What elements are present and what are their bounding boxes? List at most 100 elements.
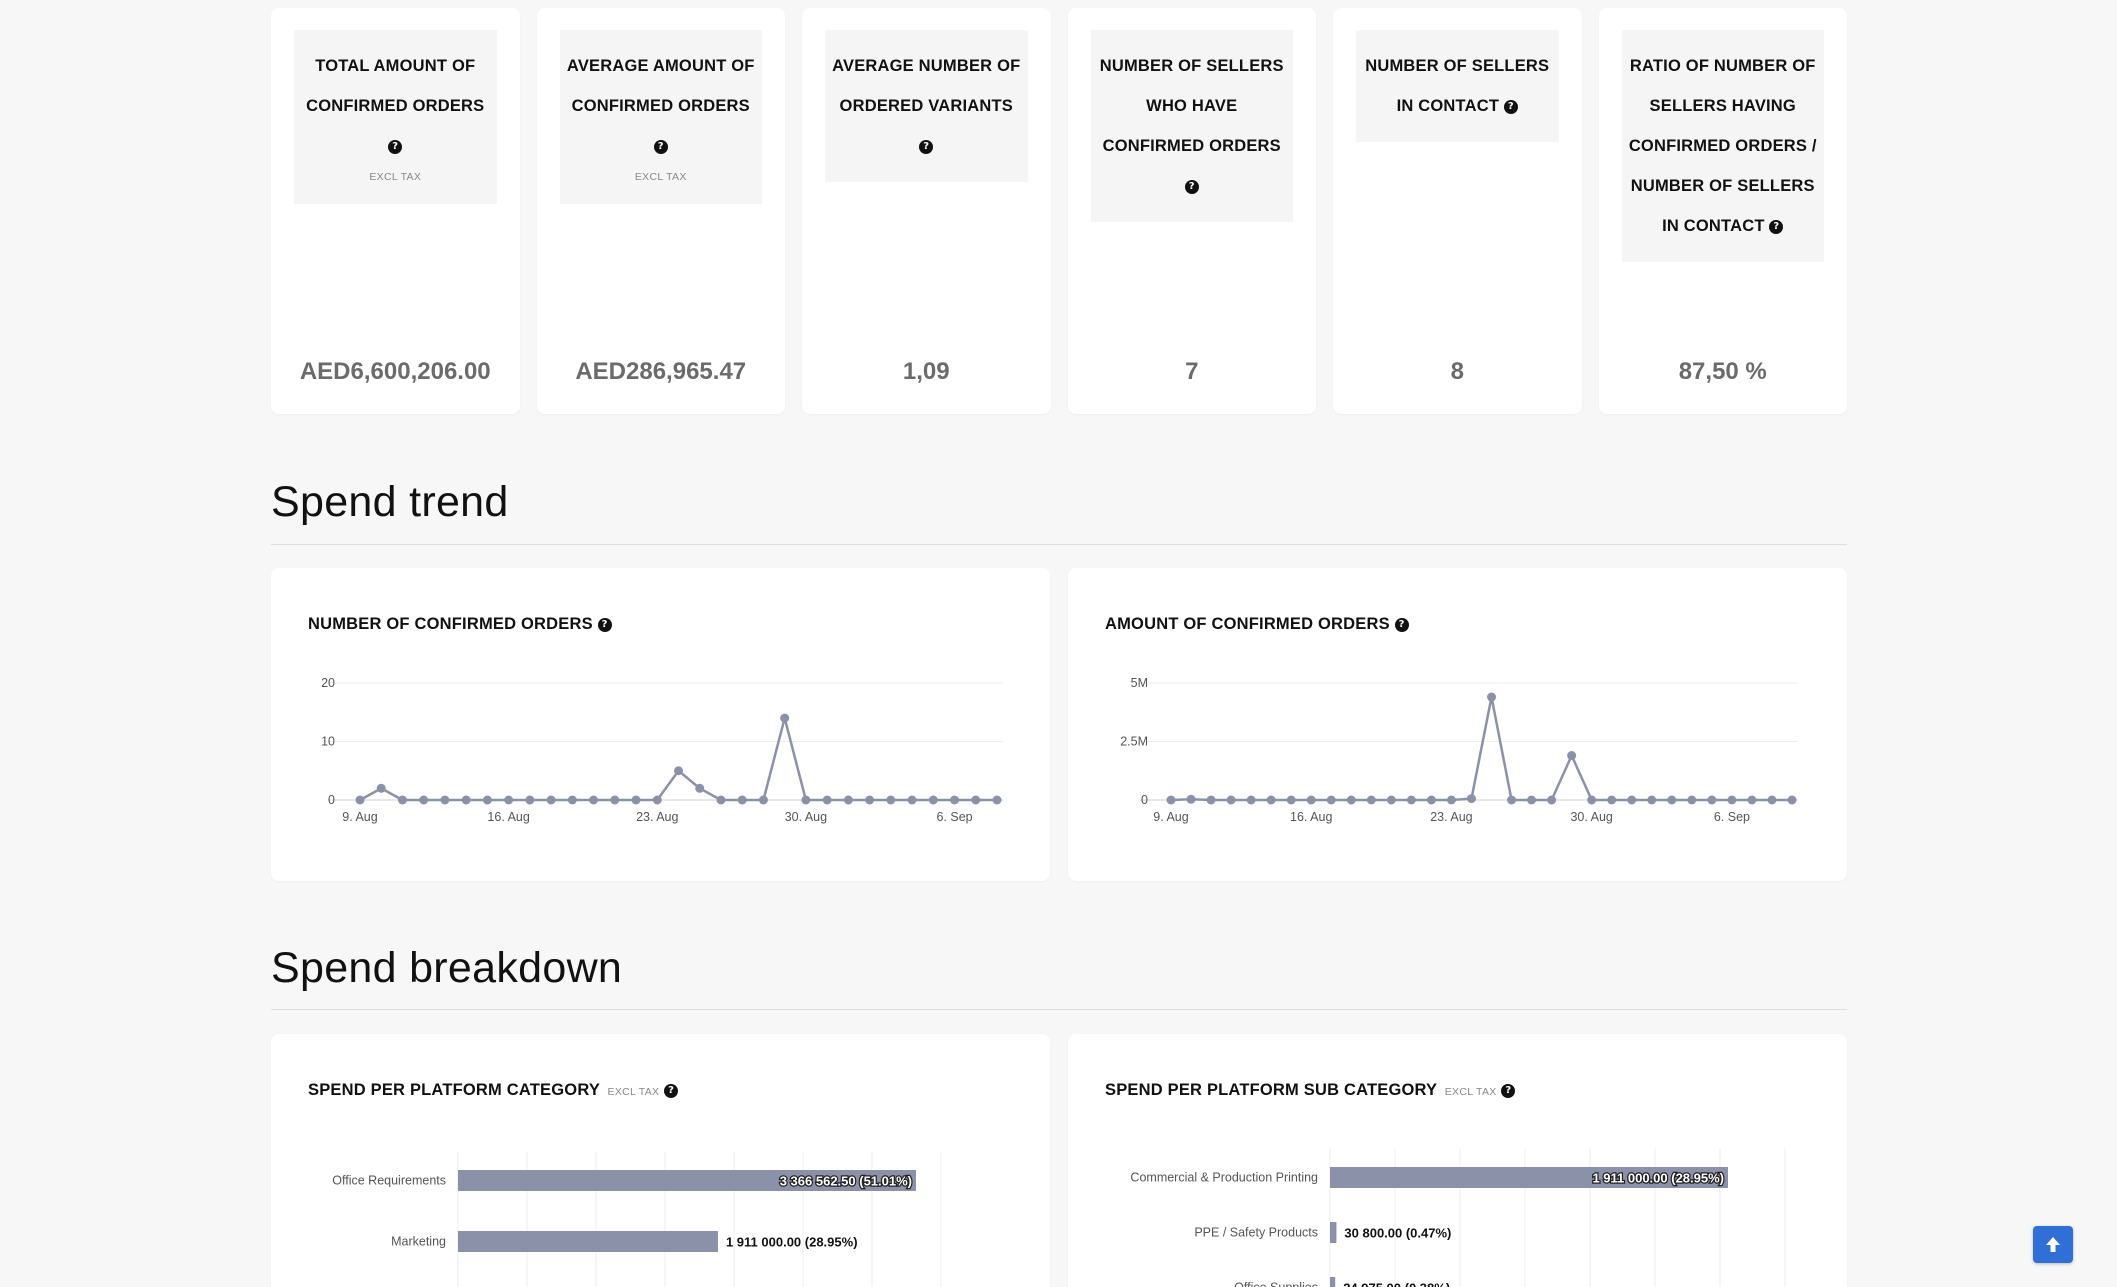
kpi-note: EXCL TAX [369,171,422,183]
data-point [1206,795,1216,805]
chart-panel-orders-count: NUMBER OF CONFIRMED ORDERS ? 0 10 20 9. Aug… [271,568,1050,881]
kpi-label-line: CONFIRMED ORDERS [571,97,750,115]
kpi-value: 1,09 [902,358,950,385]
data-point [907,795,917,805]
question-circle-icon[interactable]: ? [1184,179,1199,194]
data-point [1527,795,1537,805]
kpi-value: 87,50 % [1678,358,1767,385]
section-title-spend-trend: Spend trend [271,478,509,526]
kpi-label-line: NUMBER OF SELLERS [1099,57,1284,75]
y-tick-label: 0 [328,793,335,807]
kpi-row: TOTAL AMOUNT OF CONFIRMED ORDERS ? EXCL … [271,8,1847,414]
line-chart-orders-amount: 0 2.5M 5M 9. Aug 16. Aug 23. Aug 30. Aug 6. Sep [1120,676,1798,824]
line-chart-orders-count: 0 10 20 9. Aug 16. Aug 23. Aug 30. Aug 6. Sep [321,676,1003,824]
data-point [1487,692,1497,702]
question-circle-icon[interactable]: ? [1394,617,1409,632]
y-tick-label: 5M [1131,676,1148,690]
data-label: 24 975.00 (0.38%) [1343,1281,1450,1287]
data-point [1306,795,1316,805]
x-tick-label: 16. Aug [1290,810,1332,824]
kpi-label-line: IN CONTACT [1662,217,1765,235]
question-circle-icon[interactable]: ? [919,139,934,154]
data-point [1627,795,1637,805]
y-tick-label: 20 [321,676,335,690]
question-circle-icon[interactable]: ? [664,1083,679,1098]
kpi-label-line: NUMBER OF SELLERS [1365,57,1550,75]
data-point [1587,795,1597,805]
data-point [1386,795,1396,805]
data-point [1266,795,1276,805]
data-point [1406,795,1416,805]
data-point [1547,795,1557,805]
x-tick-label: 30. Aug [1570,810,1612,824]
bar-chart-platform-sub-category: Commercial & Production Printing 1 911 00… [1130,1148,1786,1287]
chart-panel-orders-amount: AMOUNT OF CONFIRMED ORDERS ? 0 2.5M 5M 9. A… [1068,568,1847,881]
kpi-card-sellers-contact: NUMBER OF SELLERS IN CONTACT ? 8 [1333,8,1582,414]
kpi-card-average-variants: AVERAGE NUMBER OF ORDERED VARIANTS ? 1,0… [802,8,1051,414]
question-circle-icon[interactable]: ? [1501,1083,1516,1098]
data-point [610,795,620,805]
data-point [482,795,492,805]
x-tick-label: 6. Sep [936,810,972,824]
data-point [822,795,832,805]
data-point [865,795,875,805]
data-point [674,766,683,776]
data-point [1787,795,1797,805]
kpi-label-line: ORDERED VARIANTS [839,97,1013,115]
kpi-label-line: TOTAL AMOUNT OF [315,57,476,75]
data-point [1687,795,1697,805]
chart-title: SPEND PER PLATFORM CATEGORY EXCL TAX ? [308,1081,679,1100]
chart-panel-platform-category: SPEND PER PLATFORM CATEGORY EXCL TAX ? O… [271,1034,1050,1287]
question-circle-icon[interactable]: ? [388,139,403,154]
data-point [461,795,471,805]
data-label: 1 911 000.00 (28.95%) [726,1235,858,1250]
section-title-spend-breakdown: Spend breakdown [271,944,623,992]
data-point [1727,795,1737,805]
bar [1330,1277,1336,1287]
section-divider [271,544,1847,545]
question-circle-icon[interactable]: ? [597,617,612,632]
chart-title-text: NUMBER OF CONFIRMED ORDERS [308,615,593,633]
data-point [971,795,981,805]
data-point [1366,795,1376,805]
data-point [1747,795,1757,805]
kpi-note: EXCL TAX [634,171,687,183]
kpi-card-total-amount: TOTAL AMOUNT OF CONFIRMED ORDERS ? EXCL … [271,8,520,414]
data-point [652,795,662,805]
data-point [1767,795,1777,805]
chart-title: NUMBER OF CONFIRMED ORDERS ? [308,615,612,634]
data-point [589,795,599,805]
chart-title-text: SPEND PER PLATFORM CATEGORY [308,1081,600,1099]
category-label: Marketing [391,1235,446,1249]
data-point [546,795,556,805]
data-point [504,795,514,805]
question-circle-icon[interactable]: ? [1769,219,1784,234]
data-point [716,795,726,805]
kpi-label-line: IN CONTACT [1396,97,1500,115]
chart-title-text: SPEND PER PLATFORM SUB CATEGORY [1105,1081,1437,1099]
question-circle-icon[interactable]: ? [653,139,668,154]
section-divider [271,1009,1847,1010]
kpi-label-line: WHO HAVE [1146,97,1238,115]
kpi-label-line: NUMBER OF SELLERS [1630,177,1815,195]
data-point [950,795,960,805]
data-point [1346,795,1356,805]
data-point [376,783,386,793]
chart-title: SPEND PER PLATFORM SUB CATEGORY EXCL TAX… [1105,1081,1516,1100]
scroll-to-top-button[interactable] [2033,1226,2073,1263]
question-circle-icon[interactable]: ? [1503,99,1518,114]
chart-title: AMOUNT OF CONFIRMED ORDERS ? [1105,615,1409,634]
kpi-header: NUMBER OF SELLERS IN CONTACT ? [1356,30,1559,142]
data-point [737,795,747,805]
data-label: 1 911 000.00 (28.95%) [1592,1171,1724,1186]
category-label: Office Supplies [1234,1281,1318,1287]
chart-title-note: EXCL TAX [1444,1086,1497,1098]
data-point [525,795,535,805]
kpi-value: AED6,600,206.00 [299,358,491,385]
bar [458,1170,916,1191]
kpi-header: NUMBER OF SELLERS WHO HAVE CONFIRMED ORD… [1090,30,1293,222]
kpi-label-line: AVERAGE AMOUNT OF [566,57,755,75]
bar-chart-platform-category: Office Requirements 3 366 562.50 (51.01%)… [332,1152,942,1287]
x-tick-label: 16. Aug [487,810,529,824]
kpi-value: 8 [1450,358,1464,385]
